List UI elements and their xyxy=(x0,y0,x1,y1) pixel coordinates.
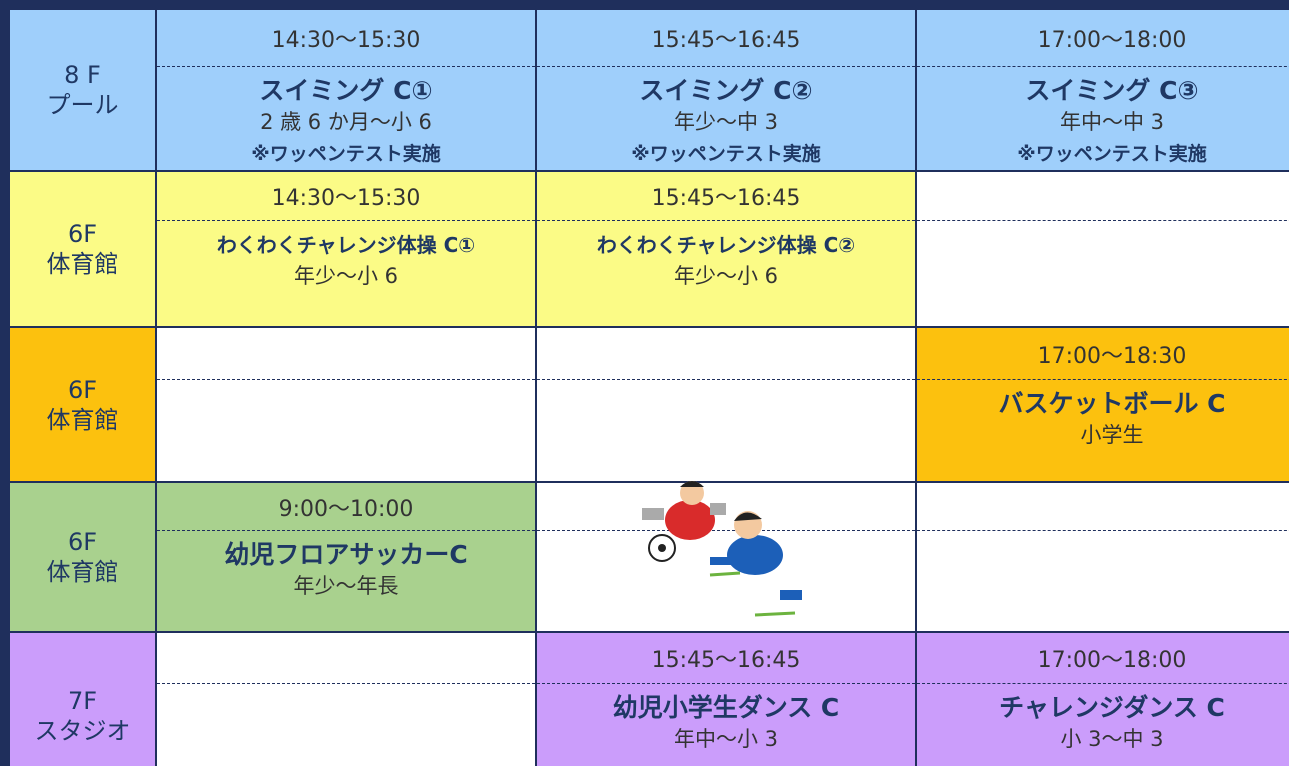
target-age: 小学生 xyxy=(1080,423,1144,447)
label-line: 体育館 xyxy=(46,250,119,278)
time: 9:00〜10:00 xyxy=(278,496,414,522)
content-area: 幼児フロアサッカーC 年少〜年長 xyxy=(157,539,535,602)
time-area: 14:30〜15:30 xyxy=(157,10,535,67)
time: 15:45〜16:45 xyxy=(651,28,801,53)
row-label: 6F 体育館 xyxy=(10,328,157,483)
schedule-cell: 14:30〜15:30 わくわくチャレンジ体操 C① 年少〜小 6 xyxy=(157,172,537,328)
label-line: 6F xyxy=(67,528,98,556)
row-label: 6F 体育館 xyxy=(10,172,157,328)
label-line: 8 F xyxy=(64,61,101,89)
label-line: 体育館 xyxy=(46,405,119,434)
time-area: 17:00〜18:00 xyxy=(917,10,1289,67)
time-area: 14:30〜15:30 xyxy=(157,172,535,221)
time-area xyxy=(157,633,535,684)
content-area: わくわくチャレンジ体操 C① 年少〜小 6 xyxy=(157,229,535,292)
target-age: 年中〜小 3 xyxy=(673,727,779,751)
class-title: わくわくチャレンジ体操 C② xyxy=(596,233,856,257)
label-line: プール xyxy=(46,91,119,119)
class-title: バスケットボール C xyxy=(998,389,1226,418)
class-title: わくわくチャレンジ体操 C① xyxy=(216,233,476,257)
time-area xyxy=(537,483,915,531)
time: 15:45〜16:45 xyxy=(651,186,801,211)
label-line: 体育館 xyxy=(46,558,119,586)
target-age: 年少〜年長 xyxy=(293,574,399,598)
label-line: スタジオ xyxy=(34,716,131,745)
target-age: 2 歳 6 か月〜小 6 xyxy=(260,110,432,134)
time-area xyxy=(917,483,1289,531)
time: 15:45〜16:45 xyxy=(651,648,801,673)
time-area: 15:45〜16:45 xyxy=(537,172,915,221)
schedule-cell xyxy=(917,483,1289,633)
content-area: スイミング C① 2 歳 6 か月〜小 6 ※ワッペンテスト実施 xyxy=(157,75,535,170)
time: 17:00〜18:00 xyxy=(1037,648,1187,673)
schedule-cell: 17:00〜18:00 スイミング C③ 年中〜中 3 ※ワッペンテスト実施 xyxy=(917,10,1289,172)
target-age: 年中〜中 3 xyxy=(1059,110,1165,134)
content-area: 幼児小学生ダンス C 年中〜小 3 xyxy=(537,692,915,755)
note: ※ワッペンテスト実施 xyxy=(631,143,821,165)
schedule-cell xyxy=(157,328,537,483)
time: 17:00〜18:00 xyxy=(1037,28,1187,53)
class-title: 幼児フロアサッカーC xyxy=(224,540,468,569)
schedule-cell: 9:00〜10:00 幼児フロアサッカーC 年少〜年長 xyxy=(157,483,537,633)
label-line: 7F xyxy=(67,686,98,715)
class-title: スイミング C① xyxy=(259,76,433,105)
time: 17:00〜18:30 xyxy=(1037,343,1187,369)
row-label: 8 F プール xyxy=(10,10,157,172)
schedule-cell: 17:00〜18:30 バスケットボール C 小学生 xyxy=(917,328,1289,483)
class-title: スイミング C③ xyxy=(1025,76,1199,105)
content-area: バスケットボール C 小学生 xyxy=(917,388,1289,451)
schedule-cell xyxy=(537,328,917,483)
note: ※ワッペンテスト実施 xyxy=(251,143,441,165)
content-area: わくわくチャレンジ体操 C② 年少〜小 6 xyxy=(537,229,915,292)
label-line: 6F xyxy=(67,220,98,248)
row-label: 7F スタジオ xyxy=(10,633,157,766)
content-area: スイミング C③ 年中〜中 3 ※ワッペンテスト実施 xyxy=(917,75,1289,170)
schedule-cell: 15:45〜16:45 スイミング C② 年少〜中 3 ※ワッペンテスト実施 xyxy=(537,10,917,172)
schedule-cell: 15:45〜16:45 わくわくチャレンジ体操 C② 年少〜小 6 xyxy=(537,172,917,328)
time-area: 15:45〜16:45 xyxy=(537,10,915,67)
schedule-cell xyxy=(917,172,1289,328)
class-title: スイミング C② xyxy=(639,76,813,105)
time: 14:30〜15:30 xyxy=(271,186,421,211)
time-area xyxy=(537,328,915,380)
time-area: 17:00〜18:00 xyxy=(917,633,1289,684)
time-area: 15:45〜16:45 xyxy=(537,633,915,684)
time-area: 9:00〜10:00 xyxy=(157,483,535,531)
target-age: 小 3〜中 3 xyxy=(1060,727,1164,751)
time-area xyxy=(917,172,1289,221)
schedule-cell xyxy=(157,633,537,766)
time-area: 17:00〜18:30 xyxy=(917,328,1289,380)
class-title: チャレンジダンス C xyxy=(999,693,1225,722)
class-title: 幼児小学生ダンス C xyxy=(612,693,840,722)
content-area: スイミング C② 年少〜中 3 ※ワッペンテスト実施 xyxy=(537,75,915,170)
note: ※ワッペンテスト実施 xyxy=(1017,143,1207,165)
time-area xyxy=(157,328,535,380)
schedule-cell: 15:45〜16:45 幼児小学生ダンス C 年中〜小 3 xyxy=(537,633,917,766)
time: 14:30〜15:30 xyxy=(271,28,421,53)
label-line: 6F xyxy=(67,375,98,404)
soccer-illustration xyxy=(642,481,802,617)
schedule-cell: 17:00〜18:00 チャレンジダンス C 小 3〜中 3 xyxy=(917,633,1289,766)
row-label: 6F 体育館 xyxy=(10,483,157,633)
schedule-cell: 14:30〜15:30 スイミング C① 2 歳 6 か月〜小 6 ※ワッペンテスト実… xyxy=(157,10,537,172)
target-age: 年少〜中 3 xyxy=(673,110,779,134)
target-age: 年少〜小 6 xyxy=(293,264,399,288)
content-area: チャレンジダンス C 小 3〜中 3 xyxy=(917,692,1289,755)
target-age: 年少〜小 6 xyxy=(673,264,779,288)
